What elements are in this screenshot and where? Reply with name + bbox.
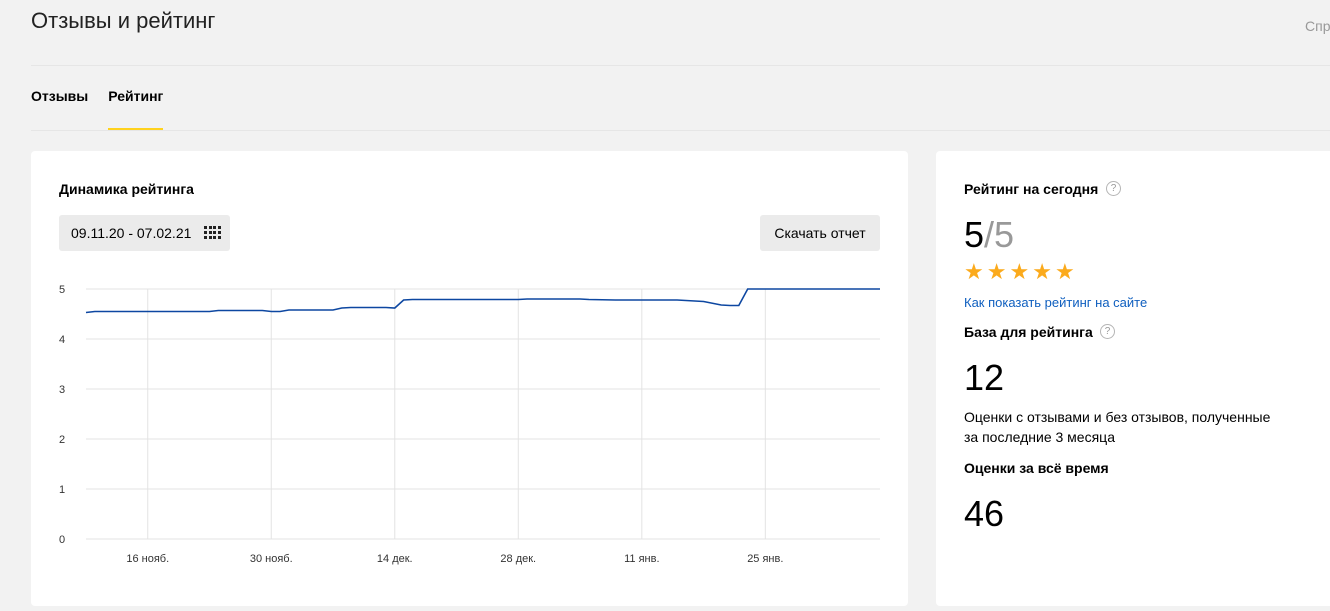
show-rating-link[interactable]: Как показать рейтинг на сайте — [964, 295, 1148, 310]
rating-value: 5/5 — [964, 214, 1014, 256]
date-range-picker[interactable]: 09.11.20 - 07.02.21 — [59, 215, 230, 251]
x-tick-label: 28 дек. — [500, 553, 536, 565]
y-tick-label: 3 — [59, 384, 65, 396]
page-title: Отзывы и рейтинг — [31, 8, 216, 33]
rating-max: /5 — [984, 214, 1015, 255]
star-icon: ★ — [1054, 259, 1075, 284]
rating-line-chart: 0 1 2 3 4 5 16 нояб. 30 нояб. 14 дек. 28 дек. 11 я… — [59, 284, 880, 565]
rating-base-description: Оценки с отзывами и без отзывов, получен… — [964, 409, 1271, 445]
rating-series-line — [85, 288, 880, 314]
divider — [31, 65, 1330, 66]
help-link[interactable]: Спр — [1305, 18, 1330, 34]
x-tick-label: 16 нояб. — [126, 553, 169, 565]
calendar-icon — [204, 226, 221, 240]
x-tick-label: 11 янв. — [624, 553, 659, 565]
tab-reviews[interactable]: Отзывы — [31, 88, 89, 104]
tab-bar: Отзывы Рейтинг — [31, 88, 164, 131]
star-icon: ★ — [1032, 259, 1052, 284]
date-range-label: 09.11.20 - 07.02.21 — [71, 225, 192, 241]
help-icon[interactable]: ? — [1100, 324, 1115, 339]
rating-base-value: 12 — [964, 357, 1005, 398]
x-tick-label: 25 янв. — [747, 553, 783, 565]
rating-base-title: База для рейтинга — [964, 324, 1093, 340]
rating-stars: ★ ★ ★ ★ ★ — [964, 261, 1075, 283]
star-icon: ★ — [1009, 259, 1030, 284]
x-tick-label: 14 дек. — [377, 553, 413, 565]
y-tick-label: 4 — [59, 334, 65, 346]
all-time-value: 46 — [964, 493, 1005, 534]
chart-title: Динамика рейтинга — [59, 181, 194, 197]
rating-summary-card: Рейтинг на сегодня ? 5/5 ★ ★ ★ ★ ★ Как показ… — [936, 151, 1330, 606]
y-tick-label: 0 — [59, 534, 65, 546]
rating-today-title: Рейтинг на сегодня — [964, 181, 1099, 197]
help-icon[interactable]: ? — [1106, 181, 1121, 196]
tab-rating[interactable]: Рейтинг — [108, 88, 164, 131]
x-tick-label: 30 нояб. — [250, 553, 293, 565]
y-tick-label: 1 — [59, 484, 65, 496]
download-report-button[interactable]: Скачать отчет — [760, 215, 880, 251]
all-time-title: Оценки за всё время — [964, 460, 1109, 476]
y-tick-label: 5 — [59, 284, 65, 296]
divider — [31, 130, 1330, 131]
rating-dynamics-card: Динамика рейтинга 09.11.20 - 07.02.21 Ск… — [31, 151, 908, 606]
star-icon: ★ — [986, 259, 1007, 284]
y-tick-label: 2 — [59, 434, 65, 446]
star-icon: ★ — [964, 259, 984, 284]
rating-current: 5 — [964, 214, 985, 255]
